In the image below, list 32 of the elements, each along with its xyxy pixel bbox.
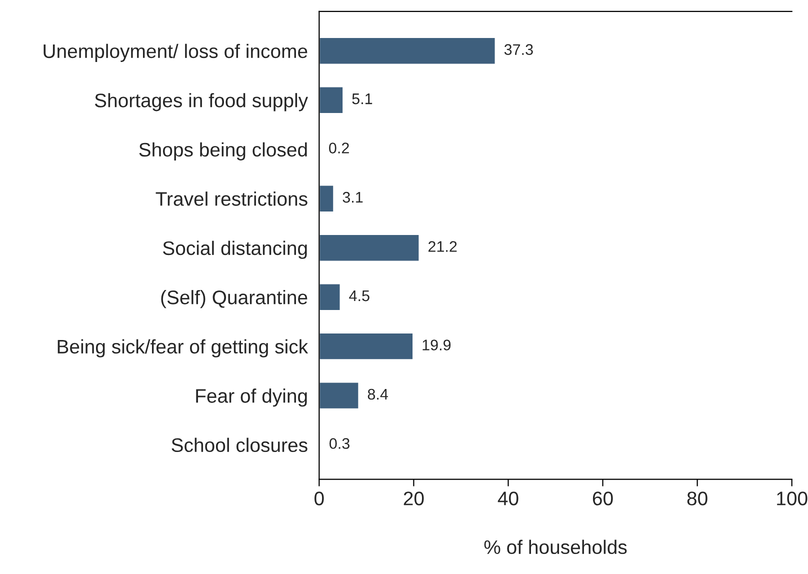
- bar: [319, 86, 344, 114]
- bar: [319, 234, 420, 262]
- bar: [319, 184, 335, 213]
- data-label: 3.1: [342, 192, 363, 203]
- data-label: 19.9: [422, 340, 451, 350]
- y-tick-label: Unemployment/ loss of income: [44, 44, 308, 62]
- x-tick-label: 0: [314, 492, 324, 506]
- x-tick-label: 100: [777, 492, 808, 506]
- bar: [319, 36, 496, 66]
- data-label: 0.2: [329, 142, 349, 154]
- y-tick-label: Fear of dying: [196, 388, 307, 407]
- y-tick-label: Shops being closed: [139, 142, 307, 160]
- x-tick-label: 40: [498, 492, 518, 506]
- y-tick-label: Shortages in food supply: [94, 93, 308, 112]
- y-tick-label: Being sick/fear of getting sick: [58, 339, 308, 358]
- y-tick-label: School closures: [172, 438, 308, 452]
- bar: [319, 332, 414, 361]
- data-label: 21.2: [428, 241, 457, 252]
- x-axis-title: % of households: [484, 540, 627, 554]
- x-tick-label: 80: [687, 492, 708, 506]
- data-label: 4.5: [349, 290, 370, 302]
- bar: [319, 282, 342, 312]
- data-label: 8.4: [368, 388, 388, 400]
- data-label: 37.3: [504, 44, 533, 55]
- y-tick-label: Travel restrictions: [156, 192, 308, 206]
- x-tick-label: 60: [592, 492, 613, 506]
- bar: [319, 381, 360, 410]
- y-tick-label: (Self) Quarantine: [161, 290, 308, 308]
- x-tick-label: 20: [404, 492, 424, 506]
- data-label: 5.1: [352, 94, 372, 104]
- data-label: 0.3: [330, 438, 350, 449]
- y-tick-label: Social distancing: [163, 240, 307, 259]
